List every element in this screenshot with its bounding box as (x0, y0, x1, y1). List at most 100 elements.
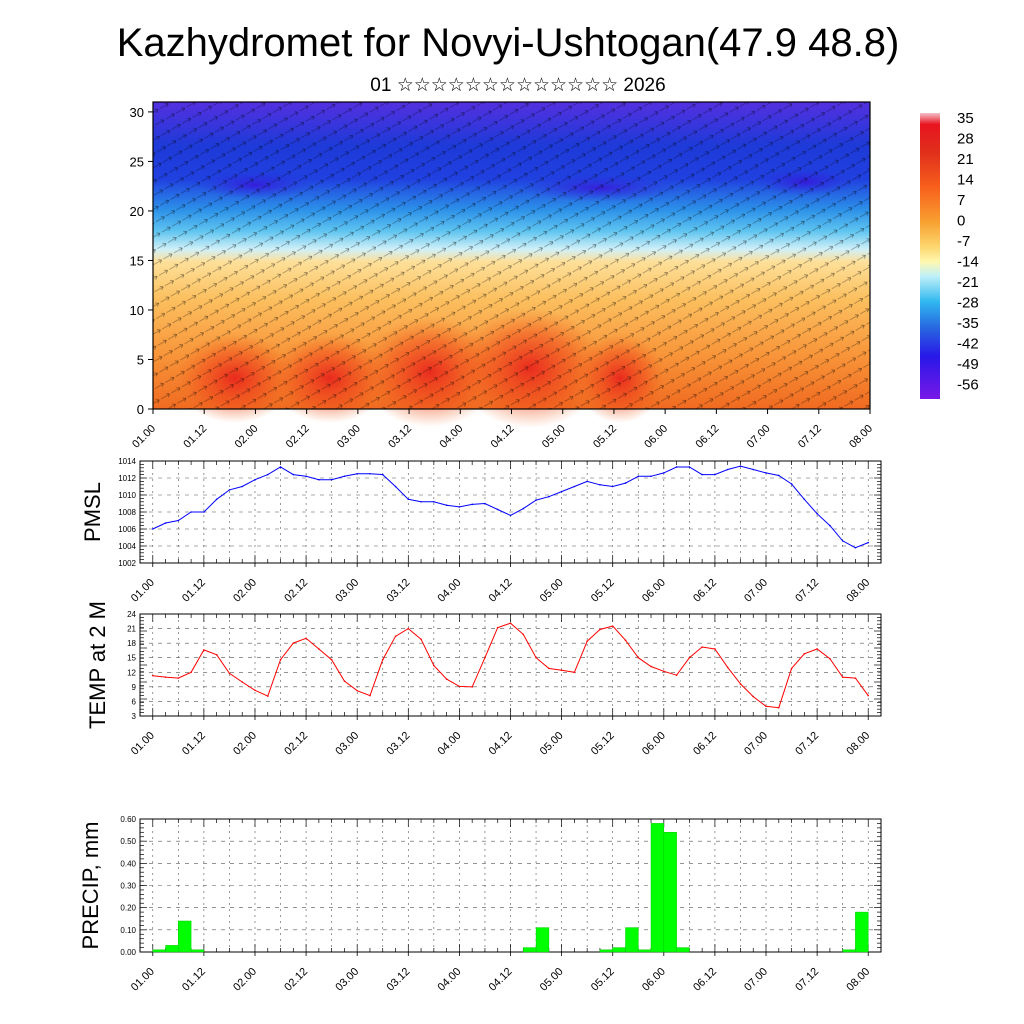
temp-data-point (330, 658, 333, 661)
temp-data-point (624, 639, 627, 642)
x-tick-label: 02.00 (231, 730, 259, 758)
pmsl-data-point (509, 514, 512, 517)
x-tick-label: 02.12 (282, 966, 310, 994)
x-tick-label: 01.12 (180, 577, 208, 605)
temp-data-point (509, 622, 512, 625)
pmsl-data-point (675, 466, 678, 468)
panel-frame (139, 613, 882, 717)
temp-data-point (688, 656, 691, 659)
pmsl-data-point (752, 468, 755, 471)
temp-data-point (650, 665, 652, 668)
temp-data-point (420, 638, 422, 641)
x-tick-label: 07.00 (742, 966, 770, 994)
y-tick-label: 0.40 (120, 859, 136, 868)
pmsl-data-point (458, 506, 461, 508)
temp-data-point (433, 664, 435, 667)
x-tick-label: 04.12 (489, 423, 517, 451)
x-tick-label: 04.00 (436, 730, 464, 758)
pmsl-data-point (726, 468, 729, 471)
y-axis-label: TEMP at 2 M (85, 601, 110, 729)
colorbar-label: 0 (957, 213, 965, 230)
x-tick-label: 02.00 (231, 577, 259, 605)
pmsl-data-point (548, 495, 550, 498)
y-tick-label: 24 (127, 610, 136, 619)
temp-data-point (445, 678, 448, 680)
temp-data-point (215, 654, 218, 656)
y-tick-label: 0.60 (120, 815, 136, 824)
x-tick-label: 02.00 (231, 966, 259, 994)
x-tick-label: 03.12 (384, 966, 412, 994)
x-tick-label: 08.00 (847, 423, 875, 451)
x-tick-label: 06.12 (691, 577, 719, 605)
x-tick-label: 01.12 (181, 423, 209, 451)
y-axis-label: PRECIP, mm (78, 822, 103, 950)
temp-data-point (266, 695, 269, 697)
temp-data-point (203, 649, 205, 651)
x-tick-label: 02.12 (282, 577, 310, 605)
x-tick-label: 08.00 (844, 966, 872, 994)
temp-data-point (484, 656, 486, 659)
pmsl-data-point (637, 475, 640, 478)
pmsl-data-point (292, 473, 295, 476)
pmsl-data-point (433, 501, 435, 503)
pmsl-data-point (215, 498, 218, 501)
pmsl-data-point (407, 498, 410, 501)
temp-data-point (790, 667, 793, 670)
y-tick-label: 1010 (118, 491, 136, 500)
pmsl-data-point (420, 501, 422, 503)
pmsl-data-point (496, 508, 499, 511)
y-tick-label: 25 (130, 154, 144, 169)
precip-bar (612, 947, 626, 953)
pmsl-data-point (535, 499, 537, 501)
x-tick-label: 01.00 (130, 423, 158, 451)
cross-section-panel: 0 5 10 15 20 25 30 01.00 01.12 02.00 02.12 03.00 03… (130, 101, 875, 451)
colorbar-label: 35 (957, 110, 974, 127)
x-tick-label: 01.12 (180, 730, 208, 758)
temp-data-point (803, 653, 806, 655)
temp-data-point (292, 642, 295, 644)
y-tick-label: 0.30 (120, 882, 136, 891)
temp-data-point (458, 685, 461, 688)
y-tick-label: 21 (127, 625, 136, 634)
precip-bar (178, 920, 192, 953)
x-tick-label: 05.00 (538, 730, 566, 758)
x-tick-label: 04.00 (436, 966, 464, 994)
pmsl-data-point (688, 466, 691, 468)
temp-data-point (586, 640, 588, 642)
y-tick-label: 1002 (118, 559, 136, 568)
x-tick-label: 07.12 (793, 966, 821, 994)
y-tick-label: 0.50 (120, 837, 136, 846)
grid (140, 818, 881, 953)
temp-data-point (548, 667, 550, 670)
pmsl-data-point (522, 507, 525, 510)
x-tick-label: 06.00 (642, 423, 670, 451)
temp-data-point (381, 658, 384, 661)
y-tick-label: 30 (130, 105, 144, 120)
temp-data-point (279, 658, 282, 661)
x-tick-label: 03.12 (384, 577, 412, 605)
y-tick-label: 20 (130, 204, 144, 219)
pmsl-data-point (394, 485, 397, 488)
x-tick-label: 03.00 (333, 966, 361, 994)
colorbar-label: 28 (957, 131, 974, 148)
temp-data-point (573, 671, 576, 674)
pmsl-data-point (841, 540, 844, 542)
x-tick-label: 02.12 (284, 423, 312, 451)
precip-bar (650, 823, 665, 953)
x-tick-label: 08.00 (844, 577, 872, 605)
precip-bar (855, 911, 869, 953)
x-tick-label: 06.12 (691, 730, 719, 758)
temp-data-point (356, 689, 358, 692)
colorbar-label: -14 (957, 254, 979, 271)
y-tick-label: 18 (127, 639, 136, 648)
y-tick-label: 1014 (118, 457, 136, 466)
temp-data-point (535, 656, 537, 659)
x-tick-label: 05.12 (589, 730, 617, 758)
pmsl-data-point (701, 473, 703, 476)
temp-data-point (611, 625, 614, 627)
pmsl-data-point (663, 472, 665, 474)
x-tick-label: 01.00 (129, 577, 157, 605)
temp-data-point (228, 672, 231, 675)
temp-data-point (739, 683, 742, 685)
precip-bar (663, 832, 677, 953)
